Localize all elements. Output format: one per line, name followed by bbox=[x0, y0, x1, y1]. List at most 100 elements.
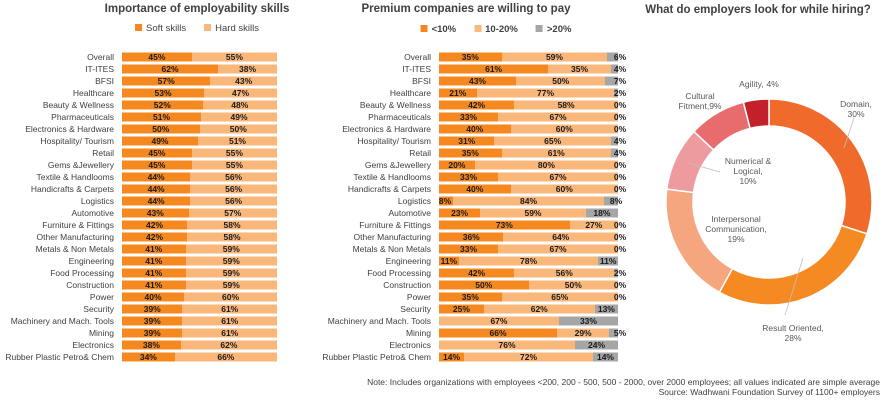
category-label: Overall bbox=[404, 52, 431, 62]
data-label: 56% bbox=[555, 268, 573, 278]
data-label: 67% bbox=[549, 112, 567, 122]
bar-segment bbox=[122, 220, 188, 230]
data-label: 56% bbox=[225, 196, 243, 206]
category-label: BFSI bbox=[412, 76, 431, 86]
data-label: 59% bbox=[524, 208, 542, 218]
category-label: Construction bbox=[383, 280, 431, 290]
footer-source: Source: Wadhwani Foundation Survey of 11… bbox=[658, 387, 880, 397]
bar-segment bbox=[190, 196, 277, 206]
data-label: 0% bbox=[613, 112, 627, 122]
data-label: 23% bbox=[451, 208, 469, 218]
bar-segment bbox=[185, 280, 277, 290]
bar-segment bbox=[494, 136, 611, 146]
category-label: Metals & Non Metals bbox=[352, 244, 431, 254]
data-label: 7% bbox=[613, 76, 627, 86]
data-label: 44% bbox=[147, 196, 165, 206]
data-label: 61% bbox=[221, 316, 239, 326]
slice-name: Agility, bbox=[739, 79, 764, 89]
bar-segment bbox=[483, 304, 595, 314]
data-label: 0% bbox=[613, 232, 627, 242]
category-label: Pharmaceuticals bbox=[51, 112, 114, 122]
bar-segment bbox=[185, 268, 277, 278]
bar-segment bbox=[187, 232, 277, 242]
data-label: 14% bbox=[443, 352, 461, 362]
category-label: Metals & Non Metals bbox=[35, 244, 114, 254]
category-label: Overall bbox=[87, 52, 114, 62]
donut-slice bbox=[742, 98, 770, 130]
bar-segment bbox=[569, 220, 618, 230]
data-label: 42% bbox=[468, 268, 486, 278]
data-label: 59% bbox=[222, 244, 240, 254]
bar-segment bbox=[614, 88, 618, 98]
bar-segment bbox=[575, 340, 618, 350]
data-label: 11% bbox=[440, 256, 458, 266]
bar-segment bbox=[185, 244, 277, 254]
bar-segment bbox=[476, 88, 615, 98]
donut-slice-label: Agility, 4% bbox=[739, 79, 779, 89]
data-label: 0% bbox=[613, 244, 627, 254]
bar-segment bbox=[464, 352, 593, 362]
bar-segment bbox=[191, 160, 277, 170]
category-label: Food Processing bbox=[367, 268, 431, 278]
data-label: 40% bbox=[466, 184, 484, 194]
bar-segment bbox=[453, 196, 604, 206]
bar-segment bbox=[592, 352, 618, 362]
bar-segment bbox=[122, 352, 175, 362]
category-label: Handicrafts & Carpets bbox=[30, 184, 114, 194]
data-label: 59% bbox=[222, 268, 240, 278]
skills-chart-legend: Soft skills Hard skills bbox=[135, 23, 259, 34]
legend-label: 10-20% bbox=[485, 24, 518, 35]
data-label: 35% bbox=[461, 52, 479, 62]
bar-segment bbox=[439, 280, 529, 290]
data-label: 61% bbox=[485, 64, 503, 74]
bar-segment bbox=[439, 88, 477, 98]
category-label: Mining bbox=[88, 328, 114, 338]
data-label: 60% bbox=[221, 292, 240, 302]
bar-segment bbox=[122, 64, 219, 74]
data-label: 45% bbox=[148, 160, 166, 170]
bar-segment bbox=[122, 52, 192, 62]
data-label: 66% bbox=[489, 328, 507, 338]
bar-segment bbox=[439, 64, 549, 74]
bar-segment bbox=[122, 124, 200, 134]
bar-segment bbox=[439, 352, 465, 362]
category-label: Engineering bbox=[68, 256, 114, 266]
legend-item: Hard skills bbox=[204, 23, 259, 34]
data-label: 8% bbox=[438, 196, 452, 206]
slice-value: 28% bbox=[784, 333, 802, 343]
category-label: Beauty & Wellness bbox=[359, 100, 431, 110]
data-label: 8% bbox=[609, 196, 623, 206]
data-label: 42% bbox=[468, 100, 486, 110]
data-label: 42% bbox=[146, 220, 164, 230]
legend-label: >20% bbox=[546, 24, 572, 35]
data-label: 35% bbox=[570, 64, 589, 74]
bar-segment bbox=[122, 208, 189, 218]
bar-segment bbox=[122, 76, 211, 86]
data-label: 40% bbox=[144, 292, 162, 302]
data-label: 0% bbox=[613, 292, 627, 302]
slice-value: 9% bbox=[709, 101, 722, 111]
legend-item: Soft skills bbox=[135, 23, 186, 34]
legend-swatch bbox=[135, 24, 143, 31]
data-label: 57% bbox=[157, 76, 175, 86]
data-label: 61% bbox=[221, 304, 239, 314]
data-label: 38% bbox=[239, 64, 257, 74]
bar-segment bbox=[510, 184, 618, 194]
bar-segment bbox=[458, 256, 599, 266]
data-label: 6% bbox=[613, 52, 627, 62]
category-label: Pharmaceuticals bbox=[368, 112, 431, 122]
category-label: Gems &Jewellery bbox=[364, 160, 431, 170]
bar-segment bbox=[614, 268, 618, 278]
bar-segment bbox=[501, 148, 611, 158]
data-label: 2% bbox=[613, 268, 627, 278]
legend-item: <10% bbox=[420, 24, 456, 35]
bar-segment bbox=[210, 76, 277, 86]
data-label: 51% bbox=[228, 136, 246, 146]
data-label: 33% bbox=[460, 112, 478, 122]
skills-chart-title: Importance of employability skills bbox=[104, 3, 290, 15]
bar-segment bbox=[122, 292, 184, 302]
category-label: Other Manufacturing bbox=[36, 232, 114, 242]
bar-segment bbox=[122, 160, 192, 170]
donut-slice-label: Domain, 30% bbox=[840, 99, 872, 119]
data-label: 35% bbox=[461, 148, 479, 158]
